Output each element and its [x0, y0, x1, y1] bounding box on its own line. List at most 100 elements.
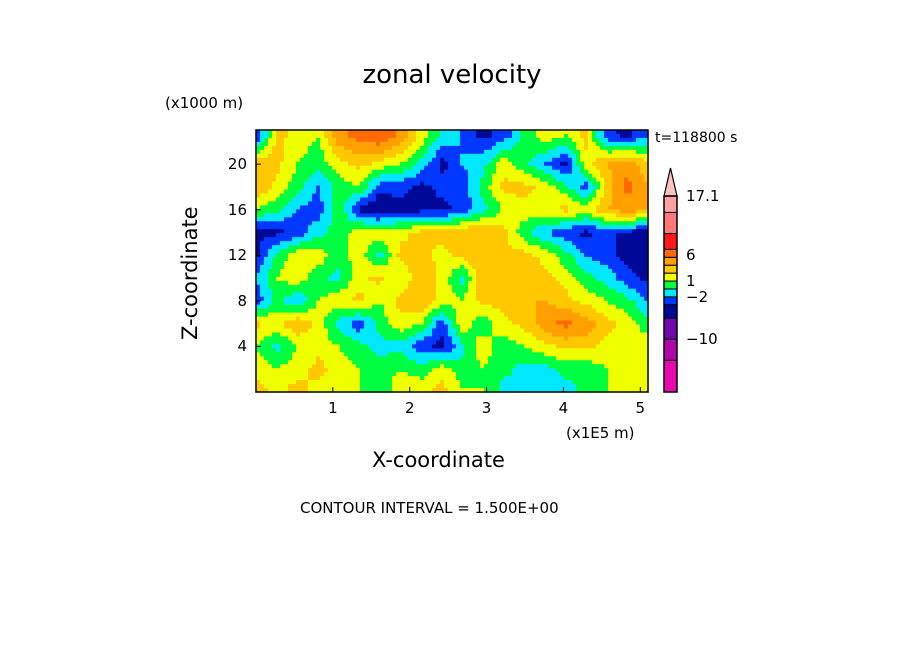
contour-cell	[460, 284, 465, 290]
contour-cell	[356, 185, 361, 191]
contour-cell	[292, 249, 297, 254]
contour-cell	[640, 276, 645, 282]
contour-cell	[372, 157, 377, 163]
contour-cell	[352, 133, 357, 139]
contour-cell	[328, 209, 333, 214]
contour-cell	[296, 133, 301, 139]
contour-cell	[568, 233, 573, 238]
contour-cell	[540, 229, 545, 234]
contour-cell	[556, 237, 561, 242]
contour-cell	[376, 280, 381, 286]
contour-cell	[376, 177, 381, 183]
contour-cell	[612, 257, 617, 262]
contour-cell	[424, 233, 429, 238]
contour-cell	[644, 276, 649, 282]
contour-cell	[436, 201, 441, 207]
contour-cell	[320, 169, 325, 175]
contour-cell	[496, 169, 501, 175]
contour-cell	[332, 284, 337, 290]
contour-cell	[580, 229, 585, 234]
contour-cell	[292, 268, 297, 274]
contour-cell	[548, 288, 553, 294]
contour-cell	[436, 264, 441, 270]
contour-cell	[540, 205, 545, 210]
contour-cell	[460, 276, 465, 282]
contour-cell	[368, 149, 373, 155]
contour-cell	[552, 189, 557, 195]
contour-cell	[548, 193, 553, 199]
contour-cell	[636, 272, 641, 278]
contour-cell	[452, 233, 457, 238]
contour-cell	[364, 288, 369, 294]
contour-cell	[324, 193, 329, 199]
contour-cell	[360, 257, 365, 262]
contour-cell	[444, 276, 449, 282]
contour-cell	[640, 201, 645, 207]
contour-cell	[432, 280, 437, 286]
contour-cell	[348, 308, 353, 314]
contour-cell	[268, 185, 273, 191]
contour-cell	[460, 209, 465, 214]
contour-cell	[300, 253, 305, 258]
contour-cell	[336, 272, 341, 278]
contour-cell	[628, 197, 633, 203]
contour-cell	[584, 201, 589, 207]
contour-cell	[284, 253, 289, 258]
contour-cell	[432, 312, 437, 318]
contour-cell	[536, 173, 541, 179]
contour-cell	[612, 169, 617, 175]
contour-cell	[268, 213, 273, 218]
contour-cell	[556, 205, 561, 210]
contour-cell	[596, 133, 601, 139]
contour-cell	[536, 185, 541, 191]
contour-cell	[464, 161, 469, 167]
contour-cell	[552, 185, 557, 191]
contour-cell	[356, 189, 361, 195]
contour-cell	[464, 169, 469, 175]
contour-cell	[436, 241, 441, 246]
contour-cell	[340, 257, 345, 262]
contour-cell	[484, 193, 489, 199]
contour-cell	[532, 149, 537, 155]
contour-cell	[296, 320, 301, 326]
contour-cell	[436, 185, 441, 191]
contour-cell	[500, 130, 505, 135]
contour-cell	[400, 280, 405, 286]
contour-cell	[320, 157, 325, 163]
contour-cell	[536, 316, 541, 322]
contour-cell	[392, 241, 397, 246]
contour-cell	[412, 288, 417, 294]
contour-cell	[640, 316, 645, 322]
contour-cell	[420, 185, 425, 191]
contour-cell	[320, 237, 325, 242]
contour-cell	[552, 308, 557, 314]
contour-cell	[632, 253, 637, 258]
contour-cell	[576, 280, 581, 286]
contour-cell	[596, 149, 601, 155]
contour-cell	[564, 300, 569, 306]
contour-cell	[596, 217, 601, 222]
contour-cell	[332, 149, 337, 155]
contour-cell	[560, 213, 565, 218]
contour-cell	[292, 284, 297, 290]
contour-cell	[468, 320, 473, 326]
contour-cell	[600, 193, 605, 199]
contour-cell	[420, 133, 425, 139]
contour-cell	[540, 197, 545, 203]
contour-cell	[396, 225, 401, 230]
contour-cell	[436, 320, 441, 326]
contour-cell	[588, 237, 593, 242]
contour-cell	[372, 261, 377, 266]
contour-cell	[584, 245, 589, 250]
contour-cell	[496, 161, 501, 167]
contour-cell	[384, 229, 389, 234]
contour-cell	[408, 308, 413, 314]
contour-cell	[388, 141, 393, 147]
contour-cell	[460, 141, 465, 147]
contour-cell	[528, 181, 533, 187]
contour-cell	[272, 209, 277, 214]
contour-cell	[436, 141, 441, 147]
contour-cell	[500, 288, 505, 294]
contour-cell	[336, 320, 341, 326]
contour-cell	[540, 181, 545, 187]
